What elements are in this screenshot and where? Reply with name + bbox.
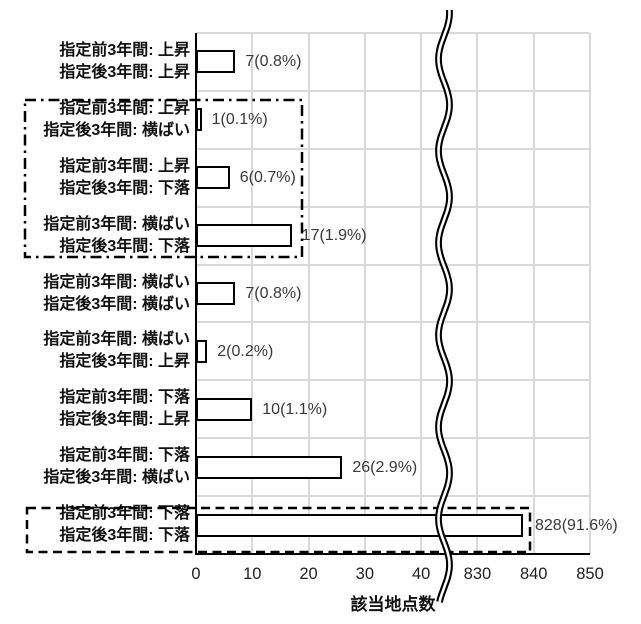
x-axis-line <box>194 552 590 556</box>
category-label: 指定前3年間: 横ばい指定後3年間: 上昇 <box>8 329 190 373</box>
x-tick-label: 40 <box>411 565 431 583</box>
gridline-vertical <box>476 33 479 554</box>
category-label: 指定前3年間: 下落 指定後3年間: 上昇 <box>8 387 190 431</box>
value-label: 26(2.9%) <box>352 458 418 476</box>
bar <box>196 50 236 74</box>
x-tick-label: 830 <box>463 565 492 583</box>
category-label-line2: 指定後3年間: 下落 <box>59 179 190 197</box>
bar <box>196 339 208 363</box>
gridline-vertical <box>532 33 535 554</box>
category-label-line2: 指定後3年間: 下落 <box>59 237 190 255</box>
category-label-line1: 指定前3年間: 横ばい <box>43 331 190 349</box>
gridline-horizontal <box>196 379 590 382</box>
category-label-line1: 指定前3年間: 上昇 <box>59 157 190 175</box>
gridline-vertical <box>251 33 254 554</box>
x-tick-label: 30 <box>355 565 375 583</box>
category-label-line2: 指定後3年間: 横ばい <box>43 295 190 313</box>
x-tick-label: 840 <box>519 565 548 583</box>
category-label-line1: 指定前3年間: 横ばい <box>43 215 190 233</box>
gridline-horizontal <box>196 495 590 498</box>
bar <box>196 397 253 421</box>
category-label: 指定前3年間: 横ばい 指定後3年間: 横ばい <box>8 272 190 316</box>
category-label-line1: 指定前3年間: 下落 <box>59 447 190 465</box>
x-axis-title: 該当地点数 <box>350 595 436 614</box>
gridline-horizontal <box>196 263 590 266</box>
x-tick-label: 10 <box>243 565 262 583</box>
category-label: 指定前3年間: 下落 指定後3年間: 下落 <box>8 503 190 547</box>
gridline-horizontal <box>196 89 590 92</box>
category-label: 指定前3年間: 上昇 指定後3年間: 上昇 <box>8 40 190 84</box>
gridline-horizontal <box>196 205 590 208</box>
category-label: 指定前3年間: 横ばい指定後3年間: 下落 <box>8 214 190 258</box>
value-label: 828(91.6%) <box>535 516 618 534</box>
value-label: 10(1.1%) <box>262 400 328 418</box>
x-tick-label: 20 <box>299 565 318 583</box>
gridline-vertical <box>307 33 310 554</box>
gridline-vertical <box>589 33 591 554</box>
category-label-line2: 指定後3年間: 上昇 <box>59 353 190 371</box>
category-label-line1: 指定前3年間: 横ばい <box>43 273 190 291</box>
value-label: 1(0.1%) <box>211 111 268 129</box>
value-label: 2(0.2%) <box>217 342 274 360</box>
bar <box>196 166 230 190</box>
category-label-line2: 指定後3年間: 下落 <box>59 527 190 545</box>
category-label-line2: 指定後3年間: 横ばい <box>43 469 190 487</box>
bar <box>196 224 292 248</box>
category-label: 指定前3年間: 上昇指定後3年間: 横ばい <box>8 98 190 142</box>
value-label: 7(0.8%) <box>245 53 302 71</box>
value-label: 7(0.8%) <box>245 285 302 302</box>
category-label-line2: 指定後3年間: 上昇 <box>59 411 190 429</box>
y-axis-line <box>194 33 198 555</box>
category-label: 指定前3年間: 下落指定後3年間: 横ばい <box>8 445 190 489</box>
category-label-line2: 指定後3年間: 上昇 <box>59 63 190 81</box>
category-label-line1: 指定前3年間: 下落 <box>59 389 190 407</box>
value-label: 6(0.7%) <box>239 169 296 187</box>
x-tick-label: 850 <box>576 565 604 583</box>
category-label-line1: 指定前3年間: 上昇 <box>59 41 190 59</box>
category-label-line1: 指定前3年間: 上昇 <box>59 99 190 117</box>
category-label: 指定前3年間: 上昇 指定後3年間: 下落 <box>8 156 190 200</box>
category-label-line1: 指定前3年間: 下落 <box>59 505 190 523</box>
category-label-line2: 指定後3年間: 横ばい <box>43 121 190 139</box>
bar <box>196 455 343 479</box>
gridline-vertical <box>363 33 366 554</box>
value-label: 17(1.9%) <box>301 227 367 245</box>
gridline-horizontal <box>196 321 590 324</box>
bar <box>196 108 202 132</box>
bar <box>196 282 236 305</box>
gridline-vertical <box>420 33 423 554</box>
bar <box>196 513 523 537</box>
x-tick-label: 0 <box>191 565 201 583</box>
gridline-horizontal <box>196 437 590 440</box>
gridline-horizontal <box>196 147 590 150</box>
gridline-horizontal <box>196 32 590 34</box>
